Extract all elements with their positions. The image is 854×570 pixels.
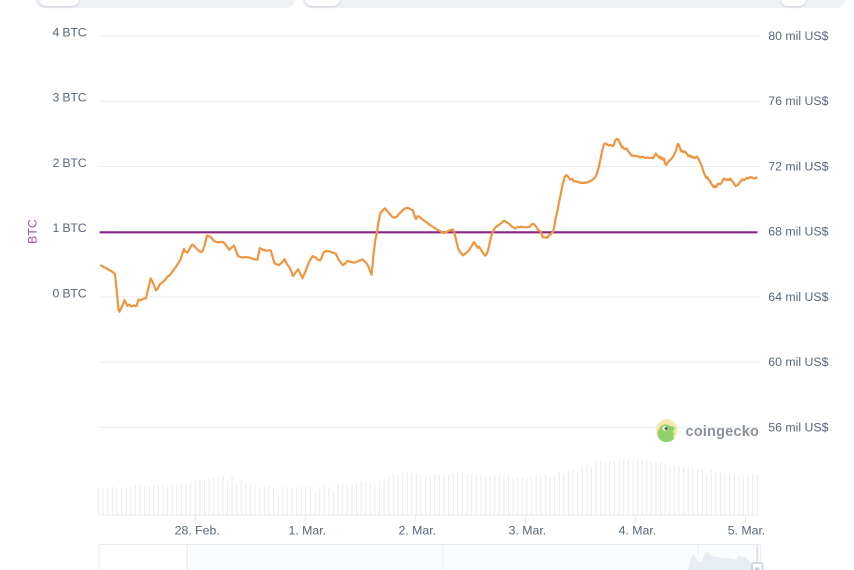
svg-text:3. Mar.: 3. Mar. [509,524,547,538]
svg-text:4 BTC: 4 BTC [53,25,87,39]
svg-text:28. Feb.: 28. Feb. [175,524,220,538]
svg-text:2. Mar.: 2. Mar. [399,524,437,538]
svg-text:0 BTC: 0 BTC [53,286,87,300]
svg-text:56 mil US$: 56 mil US$ [768,420,828,434]
svg-text:64 mil US$: 64 mil US$ [768,290,828,304]
svg-text:2 BTC: 2 BTC [53,156,87,170]
svg-text:60 mil US$: 60 mil US$ [768,355,828,369]
svg-text:68 mil US$: 68 mil US$ [768,225,828,239]
svg-text:1. Mar.: 1. Mar. [289,524,327,538]
svg-text:72 mil US$: 72 mil US$ [768,159,828,173]
svg-text:3 BTC: 3 BTC [53,91,87,105]
svg-text:coingecko: coingecko [686,424,760,440]
svg-text:1 BTC: 1 BTC [53,221,87,235]
svg-text:76 mil US$: 76 mil US$ [768,94,828,108]
svg-text:BTC: BTC [26,219,40,244]
svg-text:4. Mar.: 4. Mar. [619,524,657,538]
svg-text:80 mil US$: 80 mil US$ [768,29,828,43]
svg-text:5. Mar.: 5. Mar. [728,524,766,538]
